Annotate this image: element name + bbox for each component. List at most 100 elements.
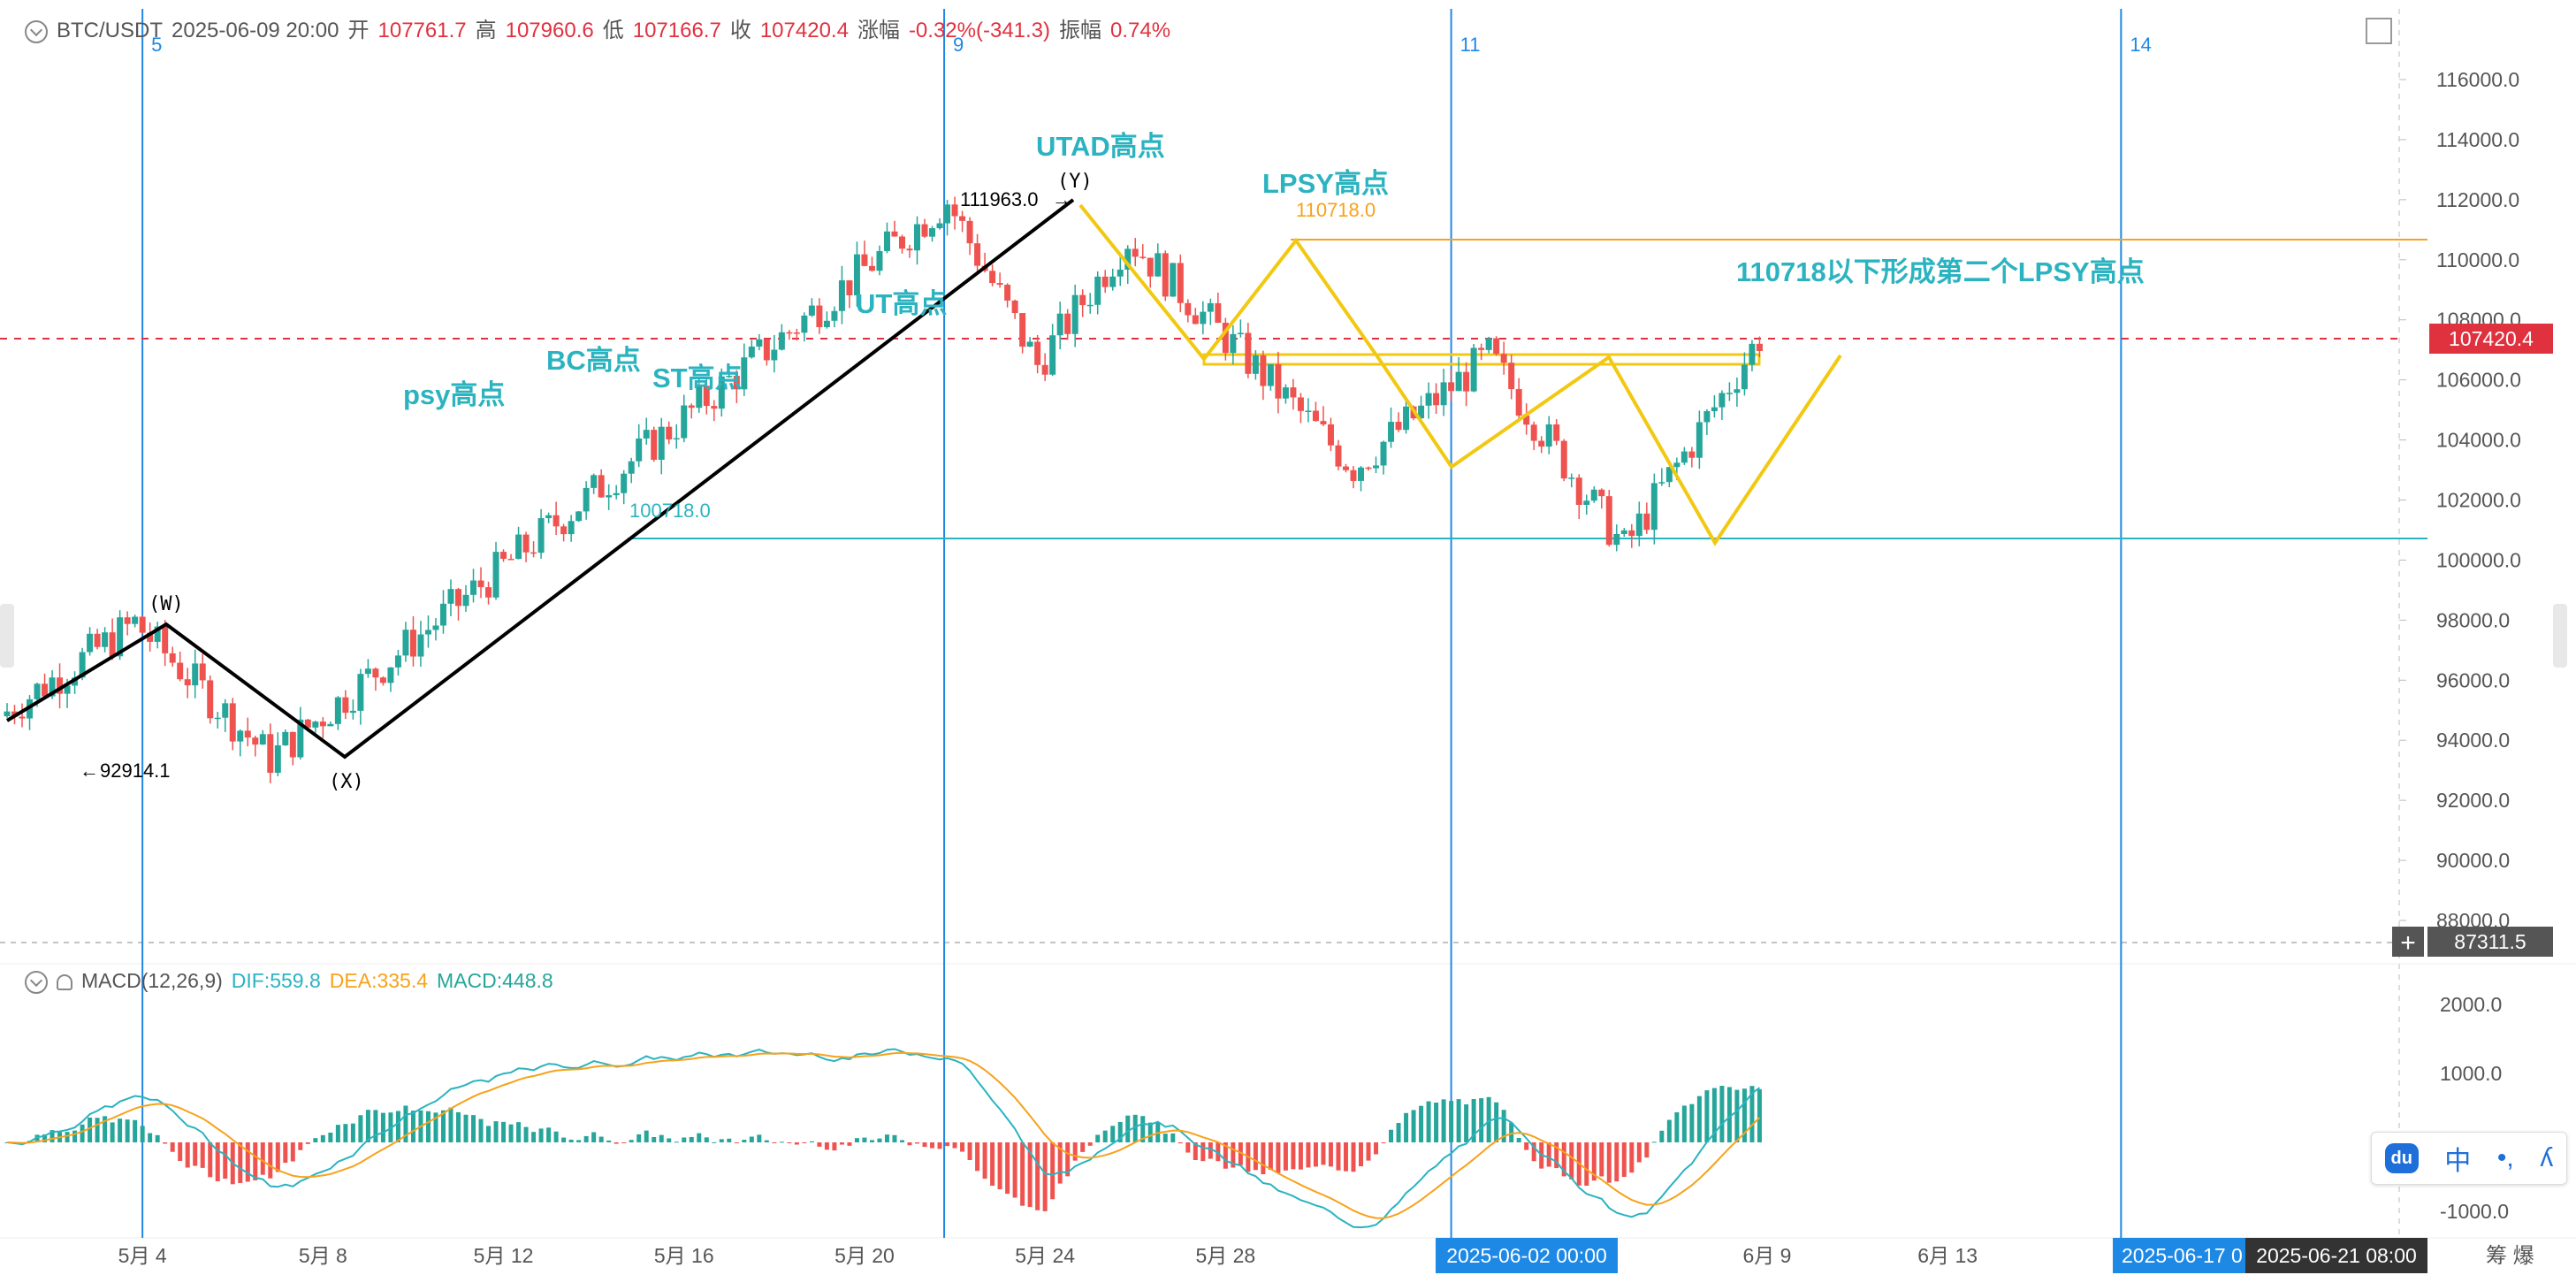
macd-bar [1125, 1115, 1131, 1142]
crosshair-price-value: 87311.5 [2454, 930, 2526, 953]
left-collapse-handle[interactable] [0, 604, 14, 668]
macd-collapse-icon[interactable] [25, 970, 48, 994]
macd-name: MACD(12,26,9) [81, 969, 223, 992]
right-collapse-handle[interactable] [2553, 604, 2567, 668]
macd-bar [34, 1134, 40, 1142]
macd-bar [1080, 1142, 1086, 1152]
candle-body [402, 630, 409, 656]
candle-body [771, 349, 778, 361]
candle-body [1237, 332, 1244, 335]
bell-icon[interactable] [57, 973, 72, 990]
price-tick-label: 104000.0 [2436, 429, 2521, 452]
macd-bar [523, 1126, 529, 1142]
macd-bar [1644, 1142, 1650, 1158]
wave-w-label: (W) [149, 593, 184, 615]
crosshair-price-tag [2427, 927, 2553, 957]
candle-body [1734, 389, 1741, 393]
wave-x-label: (X) [329, 771, 364, 793]
macd-bar [456, 1111, 461, 1142]
macd-bar [997, 1142, 1002, 1190]
macd-bar [1140, 1116, 1146, 1142]
macd-bar [1117, 1121, 1123, 1142]
macd-bar [1306, 1142, 1311, 1168]
macd-bar [1651, 1141, 1657, 1143]
macd-bar [238, 1142, 243, 1184]
open-label: 开 [347, 19, 370, 42]
candle-body [1358, 467, 1364, 481]
macd-bar [772, 1142, 777, 1143]
macd-bar [298, 1142, 303, 1150]
macd-bar [869, 1140, 874, 1142]
macd-bar [982, 1142, 987, 1180]
candle-body [1267, 363, 1274, 386]
candle-body [891, 231, 898, 237]
candle-body [1523, 416, 1530, 425]
expand-icon[interactable] [2366, 18, 2392, 44]
candle-body [1230, 333, 1237, 354]
price-tick-label: 106000.0 [2436, 369, 2521, 392]
high-value: 107960.6 [505, 19, 594, 42]
candle-body [470, 580, 477, 595]
candle-body [1613, 534, 1620, 546]
candle-body [598, 475, 605, 498]
input-toolbar: du 中 •, ʎ [2371, 1132, 2567, 1185]
candle-body [267, 734, 274, 774]
chinese-input-icon[interactable]: 中 [2444, 1147, 2472, 1176]
time-tick-label: 5月 20 [835, 1244, 895, 1267]
macd-bar [1102, 1130, 1108, 1142]
macd-bar [899, 1140, 904, 1142]
macd-bar [1614, 1142, 1620, 1182]
candle-body [424, 630, 431, 635]
macd-bar [403, 1105, 408, 1142]
time-tick-label: 6月 13 [1917, 1244, 1978, 1267]
candle-body [177, 662, 184, 680]
macd-bar [1087, 1142, 1093, 1146]
punctuation-icon[interactable]: •, [2496, 1143, 2514, 1172]
settings-icon[interactable]: ʎ [2540, 1143, 2554, 1172]
y-price-label: 111963.0 [960, 188, 1039, 210]
macd-bar [1065, 1142, 1071, 1177]
candle-body [666, 426, 673, 439]
footer-right-label[interactable]: 筹 爆 [2486, 1244, 2534, 1268]
macd-bar [463, 1114, 469, 1142]
macd-bar [787, 1142, 792, 1143]
macd-bar [1486, 1096, 1491, 1142]
crosshair-add-button[interactable] [2392, 927, 2424, 957]
candle-body [507, 559, 514, 561]
wave-wxy-line[interactable] [5, 198, 1075, 760]
candle-body [1711, 407, 1718, 412]
time-tick-label: 5月 4 [118, 1244, 167, 1267]
macd-bar [945, 1142, 950, 1147]
du-icon[interactable]: du [2384, 1143, 2419, 1173]
candle-body [147, 632, 154, 642]
candle-body [1139, 256, 1147, 258]
candle-body [966, 220, 973, 244]
macd-bar [1741, 1088, 1747, 1142]
candle-body [259, 734, 266, 745]
macd-bar [103, 1116, 108, 1142]
close-value: 107420.4 [759, 19, 849, 42]
macd-bar [697, 1133, 702, 1142]
collapse-icon[interactable] [25, 19, 48, 43]
candle-body [1019, 313, 1026, 347]
candle-body [1515, 389, 1522, 416]
macd-bar [689, 1136, 694, 1142]
macd-bar [516, 1122, 522, 1142]
candle-body [1282, 387, 1289, 399]
macd-bar [471, 1115, 476, 1142]
macd-bar [493, 1121, 499, 1142]
price-tick-label: 90000.0 [2436, 849, 2510, 872]
candle-body [1049, 335, 1056, 375]
yellow-wave-line[interactable] [1078, 203, 1842, 546]
candle-body [861, 254, 868, 266]
macd-bar [1674, 1112, 1680, 1142]
candle-body [394, 655, 401, 668]
macd-bar [1012, 1142, 1017, 1198]
candle-body [1463, 371, 1470, 392]
candle-body [1665, 467, 1673, 483]
candle-body [1373, 465, 1380, 469]
marker-time-tag-1 [2113, 1238, 2251, 1273]
macd-bar [704, 1137, 709, 1142]
macd-bar [410, 1111, 415, 1142]
